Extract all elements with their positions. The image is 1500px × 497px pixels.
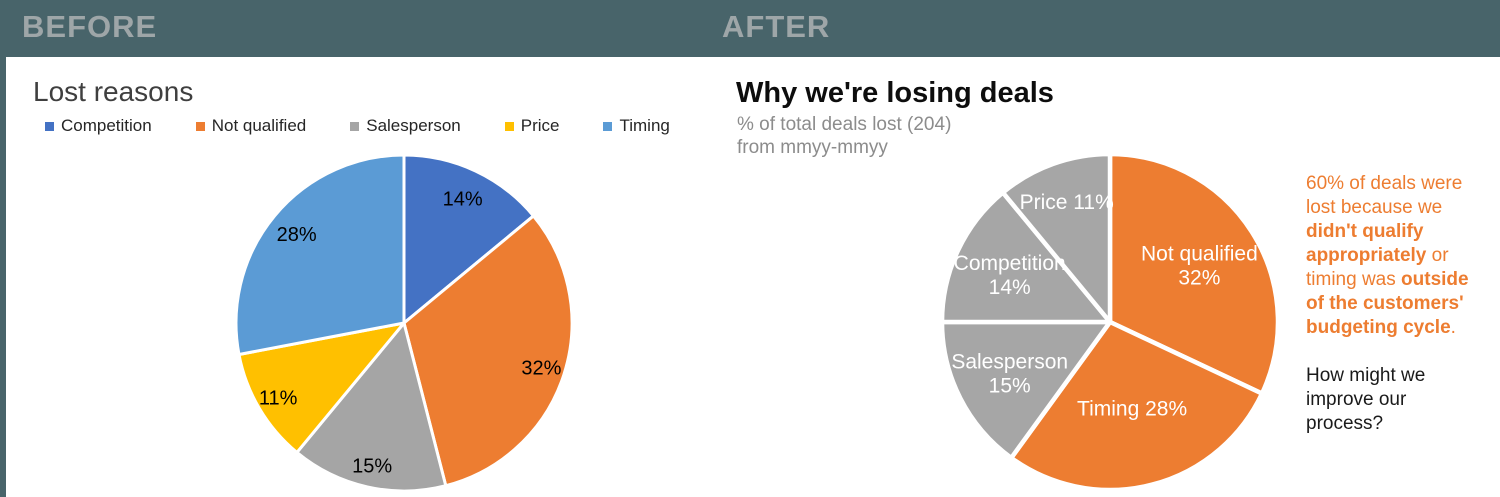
legend-item-not-qualified: Not qualified bbox=[195, 116, 307, 136]
legend-item-salesperson: Salesperson bbox=[350, 116, 461, 136]
legend-item-timing: Timing bbox=[603, 116, 670, 136]
pie-data-label-price: 11% bbox=[259, 387, 298, 409]
left-edge-strip bbox=[0, 0, 6, 497]
legend-label: Price bbox=[520, 116, 560, 135]
pie-slice-salesperson bbox=[295, 321, 448, 493]
legend-label: Not qualified bbox=[211, 116, 307, 135]
before-chart-title: Lost reasons bbox=[33, 76, 194, 107]
after-pie-chart: Not qualified 32% Timing 28% Salesperson 15%… bbox=[939, 151, 1281, 493]
legend-item-price: Price bbox=[504, 116, 560, 136]
pie-data-label-not-qualified: 32% bbox=[521, 358, 561, 380]
legend-marker-timing bbox=[603, 121, 613, 131]
pie-data-label-competition: Competition 14% bbox=[954, 252, 1066, 299]
legend-marker-not-qualified bbox=[195, 121, 205, 131]
pie-data-label-salesperson: Salesperson 15% bbox=[951, 351, 1068, 398]
legend-label: Salesperson bbox=[366, 116, 461, 135]
annotation-bold-segment: didn't qualify appropriately bbox=[1306, 221, 1427, 266]
pie-slice-not-qualified bbox=[1107, 151, 1281, 396]
pie-slice-timing bbox=[1009, 319, 1265, 493]
after-chart-title: Why we're losing deals bbox=[736, 77, 1054, 109]
annotation-bold-segment: outside of the customers' budgeting cycl… bbox=[1306, 269, 1469, 338]
legend-marker-salesperson bbox=[350, 121, 360, 131]
pie-slice-price bbox=[1000, 151, 1113, 325]
before-section-label: BEFORE bbox=[22, 9, 158, 44]
after-chart-subtitle-line1: % of total deals lost (204) bbox=[737, 114, 952, 135]
after-section-label: AFTER bbox=[722, 9, 831, 44]
annotation-segment: 60% of deals were lost because we bbox=[1306, 173, 1463, 218]
pie-data-label-not-qualified: Not qualified 32% bbox=[1141, 243, 1258, 290]
pie-data-label-price: Price 11% bbox=[1020, 191, 1114, 214]
pie-slice-timing bbox=[234, 153, 406, 356]
legend-marker-price bbox=[504, 121, 514, 131]
pie-data-label-timing: 28% bbox=[277, 224, 317, 246]
question-text: How might we improve our process? bbox=[1306, 365, 1426, 434]
legend-label: Competition bbox=[61, 116, 152, 135]
after-chart-subtitle-line2: from mmyy-mmyy bbox=[737, 137, 888, 158]
annotation-segment: or timing was bbox=[1306, 245, 1449, 290]
pie-data-label-competition: 14% bbox=[443, 188, 483, 210]
legend-label: Timing bbox=[619, 116, 670, 135]
annotation-text: 60% of deals were lost because we didn't… bbox=[1306, 172, 1476, 340]
top-bar bbox=[0, 0, 1500, 57]
legend-item-competition: Competition bbox=[45, 116, 152, 136]
pie-data-label-salesperson: 15% bbox=[352, 456, 392, 478]
legend-marker-competition bbox=[45, 121, 54, 131]
pie-slice-salesperson bbox=[939, 319, 1113, 461]
pie-slice-price bbox=[237, 321, 406, 454]
pie-data-label-timing: Timing 28% bbox=[1077, 398, 1187, 421]
pie-slice-not-qualified bbox=[402, 214, 574, 488]
legend: Competition Not qualified Salesperson Price… bbox=[45, 116, 670, 136]
annotation-segment: . bbox=[1450, 317, 1456, 338]
pie-slice-competition bbox=[402, 153, 535, 325]
pie-slice-competition bbox=[939, 190, 1113, 325]
before-pie-chart: 14% 32% 15% 11% 28% bbox=[234, 153, 574, 493]
